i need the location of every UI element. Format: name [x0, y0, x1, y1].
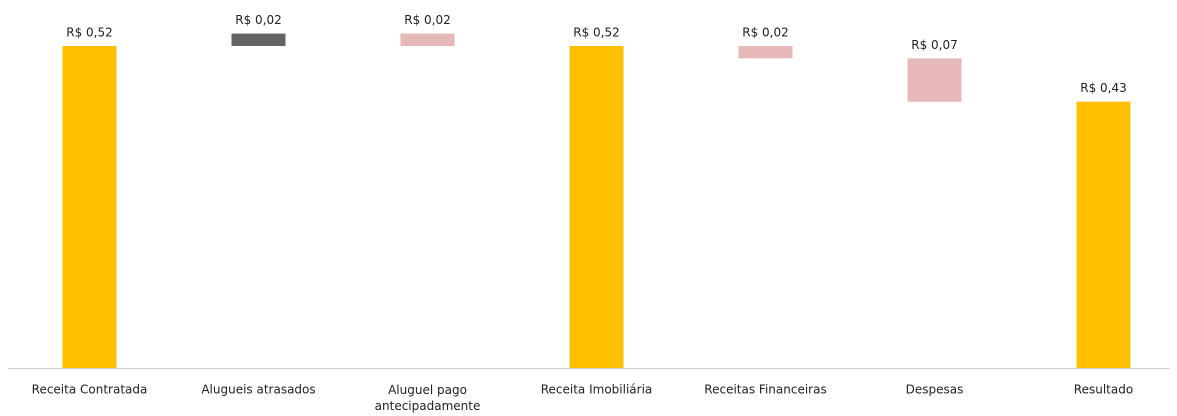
data-label: R$ 0,07: [911, 38, 958, 52]
data-label: R$ 0,02: [742, 25, 789, 39]
bar: [400, 33, 455, 46]
data-label: R$ 0,02: [235, 13, 282, 27]
bar: [569, 45, 624, 368]
x-tick-label: Despesas: [906, 383, 964, 397]
bar: [231, 33, 286, 46]
bar: [907, 58, 962, 102]
x-tick-label: Alugueis atrasados: [201, 383, 315, 397]
data-label: R$ 0,43: [1080, 81, 1127, 95]
bar: [1076, 101, 1131, 368]
data-label: R$ 0,02: [404, 13, 451, 27]
x-tick-label: Receita Imobiliária: [541, 383, 653, 397]
data-label: R$ 0,52: [573, 25, 620, 39]
x-tick-label: Receitas Financeiras: [704, 383, 826, 397]
bar: [62, 45, 117, 368]
x-tick-label: Aluguel pago antecipadamente: [375, 383, 481, 413]
data-label: R$ 0,52: [66, 25, 113, 39]
x-tick-label: Receita Contratada: [32, 383, 148, 397]
x-tick-label: Resultado: [1074, 383, 1133, 397]
bar: [738, 45, 793, 59]
